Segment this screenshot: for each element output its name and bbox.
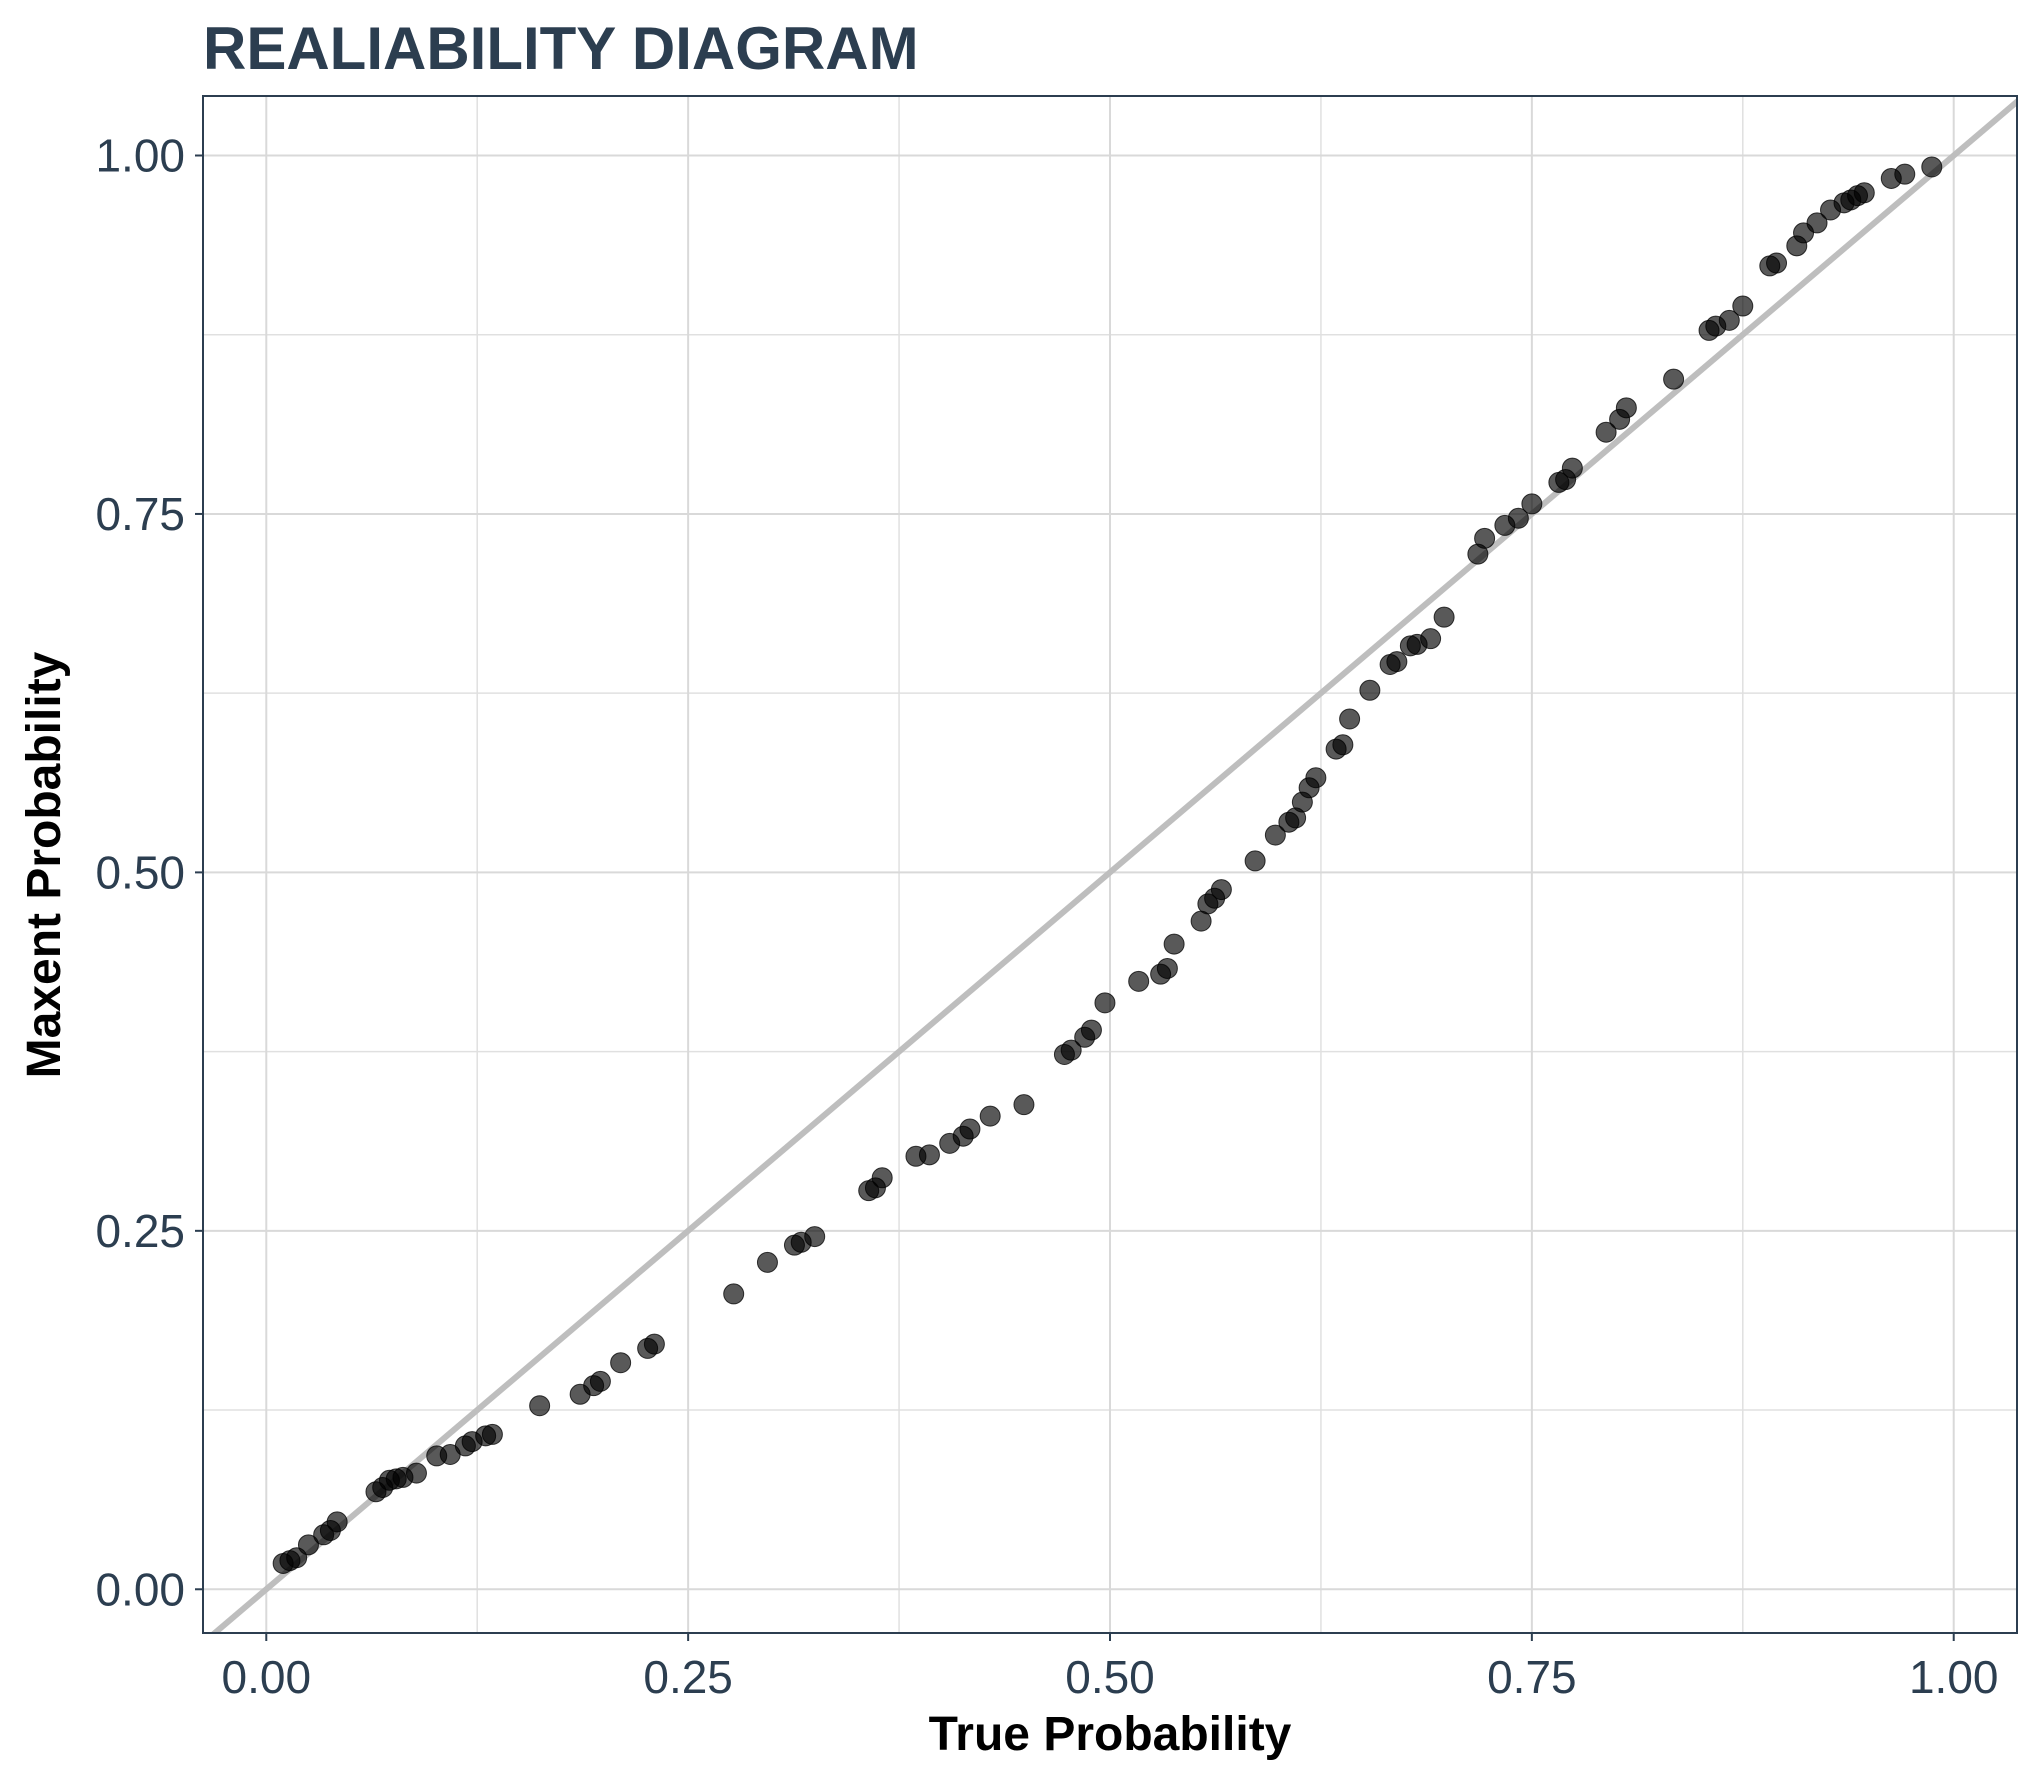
data-point-44	[1080, 1019, 1102, 1041]
data-point-49	[1163, 933, 1185, 955]
x-axis-title: True Probability	[929, 1708, 1292, 1761]
data-point-12	[405, 1462, 427, 1484]
data-point-25	[643, 1333, 665, 1355]
data-point-45	[1094, 992, 1116, 1014]
perfect-calibration-line	[210, 97, 2017, 1633]
data-points	[272, 156, 1943, 1574]
data-point-23	[610, 1352, 632, 1374]
data-point-75	[1521, 493, 1543, 515]
data-point-22	[589, 1370, 611, 1392]
data-point-79	[1595, 421, 1617, 443]
y-axis-title: Maxent Probability	[18, 651, 71, 1078]
chart-title: REALIABILITY DIAGRAM	[203, 15, 919, 82]
data-point-33	[871, 1167, 893, 1189]
data-point-99	[1921, 156, 1943, 178]
data-point-63	[1339, 708, 1361, 730]
x-tick-label-1: 0.25	[643, 1651, 733, 1703]
data-point-91	[1806, 212, 1828, 234]
data-point-3	[297, 1534, 319, 1556]
y-tick-label-4: 1.00	[95, 130, 185, 182]
data-point-64	[1359, 679, 1381, 701]
data-point-6	[326, 1511, 348, 1533]
y-tick-label-3: 0.75	[95, 488, 185, 540]
y-tick-label-1: 0.25	[95, 1205, 185, 1257]
data-point-66	[1386, 651, 1408, 673]
data-point-81	[1615, 397, 1637, 419]
x-tick-label-0: 0.00	[222, 1651, 312, 1703]
data-point-48	[1156, 957, 1178, 979]
data-point-60	[1305, 767, 1327, 789]
data-point-85	[1718, 309, 1740, 331]
data-point-62	[1332, 734, 1354, 756]
data-point-39	[979, 1105, 1001, 1127]
data-point-74	[1507, 507, 1529, 529]
data-point-40	[1013, 1094, 1035, 1116]
major-gridlines	[203, 96, 2017, 1633]
data-point-55	[1264, 824, 1286, 846]
data-point-82	[1663, 368, 1685, 390]
data-point-86	[1732, 295, 1754, 317]
x-tick-label-2: 0.50	[1065, 1651, 1155, 1703]
x-axis-ticks: 0.00 0.25 0.50 0.75 1.00	[222, 1633, 1999, 1703]
data-point-53	[1210, 879, 1232, 901]
y-axis-ticks: 0.00 0.25 0.50 0.75 1.00	[95, 130, 203, 1615]
data-point-88	[1766, 252, 1788, 274]
data-point-19	[529, 1395, 551, 1417]
data-point-35	[918, 1144, 940, 1166]
data-point-70	[1433, 606, 1455, 628]
data-point-46	[1128, 970, 1150, 992]
data-point-96	[1853, 182, 1875, 204]
y-tick-label-2: 0.50	[95, 846, 185, 898]
data-point-72	[1474, 527, 1496, 549]
data-point-98	[1894, 163, 1916, 185]
x-tick-label-4: 1.00	[1909, 1651, 1999, 1703]
data-point-54	[1244, 850, 1266, 872]
data-point-30	[804, 1226, 826, 1248]
data-point-38	[959, 1118, 981, 1140]
x-tick-label-3: 0.75	[1487, 1651, 1577, 1703]
y-tick-label-0: 0.00	[95, 1563, 185, 1615]
data-point-42	[1060, 1039, 1082, 1061]
data-point-69	[1420, 628, 1442, 650]
data-point-18	[481, 1423, 503, 1445]
data-point-26	[723, 1283, 745, 1305]
data-point-78	[1561, 457, 1583, 479]
data-point-27	[756, 1251, 778, 1273]
